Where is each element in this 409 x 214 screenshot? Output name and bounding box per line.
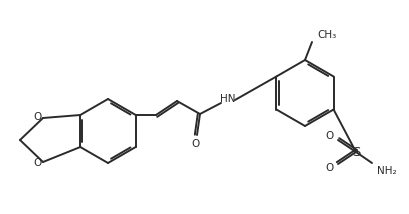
Text: NH₂: NH₂ (377, 166, 397, 176)
Text: HN: HN (220, 94, 236, 104)
Text: O: O (325, 163, 333, 173)
Text: S: S (352, 146, 360, 159)
Text: O: O (325, 131, 333, 141)
Text: O: O (33, 158, 41, 168)
Text: O: O (191, 139, 199, 149)
Text: CH₃: CH₃ (317, 30, 336, 40)
Text: O: O (33, 112, 41, 122)
